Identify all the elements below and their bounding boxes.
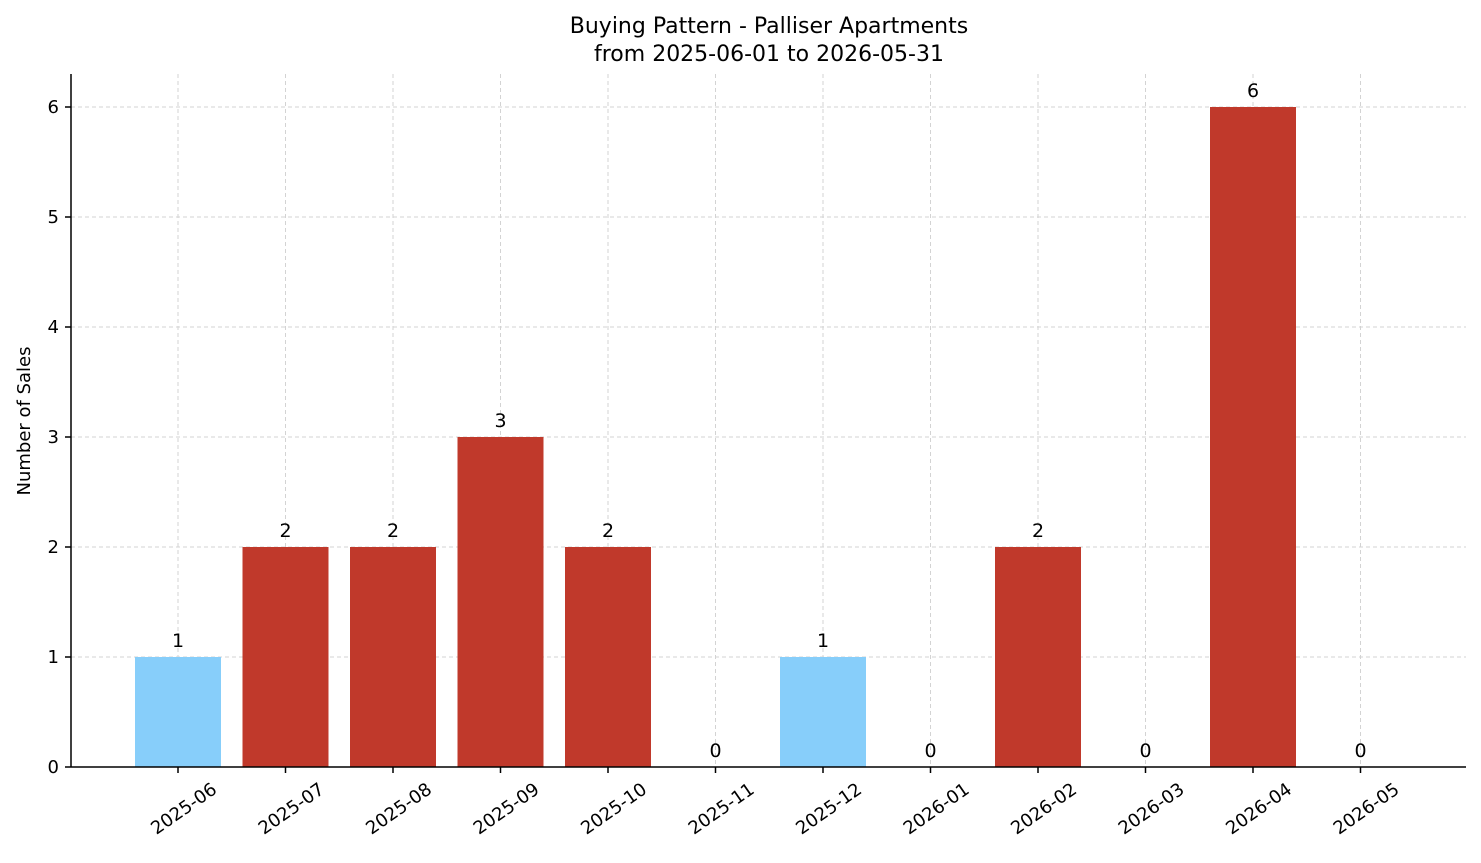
x-tick-label: 2026-02 <box>1007 779 1081 839</box>
x-tick-label: 2026-03 <box>1115 779 1189 839</box>
x-tick-label: 2025-11 <box>685 779 759 839</box>
bar-2025-10 <box>565 547 651 767</box>
bar-value-label: 2 <box>387 520 399 542</box>
bar-value-label: 2 <box>279 520 291 542</box>
y-tick-label: 5 <box>48 207 59 228</box>
y-tick-label: 0 <box>48 757 59 778</box>
y-tick-label: 2 <box>48 537 59 558</box>
bar-value-label: 0 <box>1139 740 1151 762</box>
x-tick-label: 2025-07 <box>255 779 329 839</box>
x-tick-label: 2025-10 <box>577 779 651 839</box>
bar-2025-07 <box>242 547 329 767</box>
y-axis-label: Number of Sales <box>14 346 35 495</box>
bar-value-label: 2 <box>602 520 614 542</box>
bar-value-label: 6 <box>1247 80 1259 102</box>
x-tick-label: 2026-01 <box>900 779 974 839</box>
x-tick-label: 2025-08 <box>362 779 436 839</box>
bar-value-label: 1 <box>172 630 184 652</box>
bar-2025-12 <box>780 657 866 767</box>
bar-value-label: 3 <box>494 410 506 432</box>
bar-value-label: 0 <box>924 740 936 762</box>
x-tick-label: 2025-12 <box>792 779 866 839</box>
bar-2026-04 <box>1210 107 1296 767</box>
y-tick-label: 1 <box>48 647 59 668</box>
bars <box>135 107 1296 767</box>
x-tick-label: 2025-06 <box>147 779 221 839</box>
y-tick-label: 4 <box>48 317 59 338</box>
bar-value-label: 1 <box>817 630 829 652</box>
bar-2026-02 <box>995 547 1081 767</box>
bar-value-label: 2 <box>1032 520 1044 542</box>
x-tick-label: 2026-05 <box>1330 779 1404 839</box>
chart-subtitle: from 2025-06-01 to 2026-05-31 <box>594 42 944 67</box>
x-tick-label: 2025-09 <box>470 779 544 839</box>
bar-2025-06 <box>135 657 221 767</box>
bar-value-label: 0 <box>1354 740 1366 762</box>
y-tick-label: 6 <box>48 97 59 118</box>
chart-title: Buying Pattern - Palliser Apartments <box>570 14 968 39</box>
bar-value-labels: 1 2 2 3 2 0 1 0 2 0 6 0 <box>172 80 1367 762</box>
y-tick-label: 3 <box>48 427 59 448</box>
bar-2025-08 <box>350 547 436 767</box>
x-tick-label: 2026-04 <box>1222 779 1296 839</box>
bar-2025-09 <box>457 437 544 767</box>
bar-value-label: 0 <box>709 740 721 762</box>
